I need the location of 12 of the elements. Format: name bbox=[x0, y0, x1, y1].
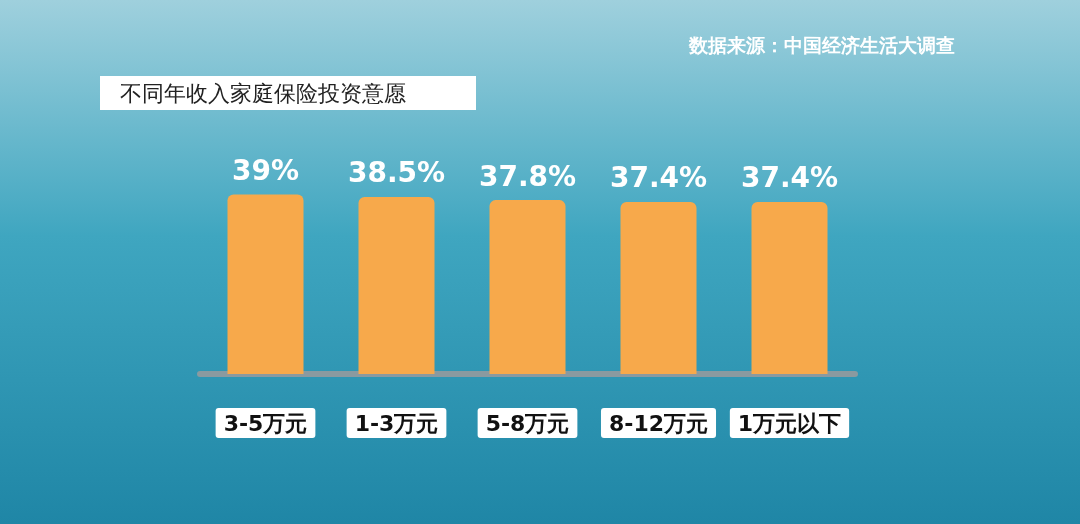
data-label: 38.5% bbox=[347, 156, 446, 190]
data-label: 37.4% bbox=[740, 161, 839, 195]
source-note: 数据来源：中国经济生活大调查 bbox=[688, 33, 955, 56]
x-tick-label: 8-12万元 bbox=[608, 410, 709, 436]
chart-title: 不同年收入家庭保险投资意愿 bbox=[120, 80, 406, 106]
x-tick-label: 3-5万元 bbox=[223, 410, 308, 436]
data-label: 39% bbox=[231, 154, 300, 188]
data-label: 37.8% bbox=[478, 159, 577, 193]
x-tick-label: 5-8万元 bbox=[485, 410, 570, 436]
x-tick-label: 1万元以下 bbox=[737, 410, 842, 436]
data-label: 37.4% bbox=[609, 161, 708, 195]
x-tick-label: 1-3万元 bbox=[354, 410, 439, 436]
